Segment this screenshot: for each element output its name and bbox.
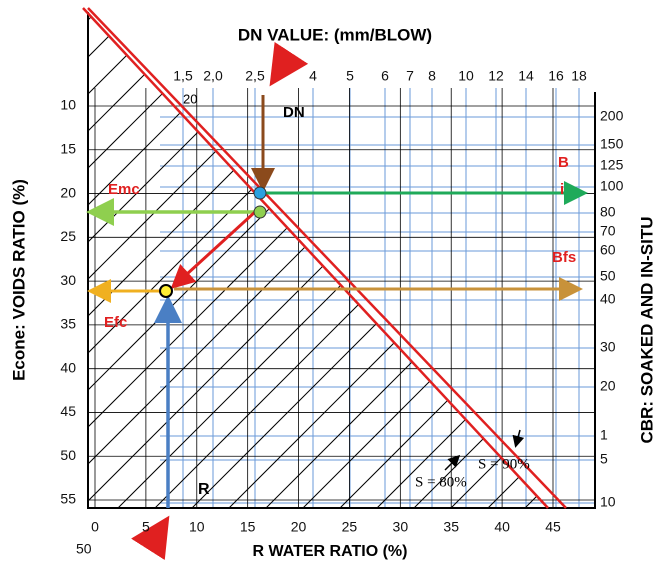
label: i [560,181,564,198]
axis-label: Econe: VOIDS RATIO (%) [9,179,28,381]
tick-label: 35 [60,316,76,332]
arrow [131,515,170,561]
tick-label: 16 [548,68,564,84]
tick-label: 6 [381,68,389,84]
tick-label: 100 [600,178,624,194]
hatch-line [88,12,397,508]
hatch-line [88,12,471,508]
tick-label: 50 [60,447,76,463]
tick-label: 18 [571,68,587,84]
tick-label: 0 [91,519,99,535]
arrow [170,210,257,290]
tick-label: 1,5 [173,68,193,84]
tick-label: 1 [600,427,608,443]
tick-label: 10 [189,519,205,535]
tick-label: 50 [600,268,616,284]
tick-label: 20 [183,91,197,106]
tick-label: 40 [60,359,76,375]
tick-label: 25 [60,228,76,244]
tick-label: 2,0 [203,68,223,84]
tick-label: 10 [60,97,76,113]
tick-label: 10 [600,494,616,510]
tick-label: 14 [518,68,534,84]
hatch-line [376,12,548,508]
label: B [558,154,569,171]
red-line [82,7,549,509]
tick-label: 12 [488,68,504,84]
tick-label: 45 [60,403,76,419]
tick-label: 40 [494,519,510,535]
tick-label: 30 [393,519,409,535]
tick-label: 20 [60,184,76,200]
frame [87,12,596,509]
tick-label: 30 [60,272,76,288]
tick-label: 2,5 [245,68,265,84]
tick-label: 80 [600,204,616,220]
arrow [512,429,525,448]
tick-label: 200 [600,108,624,124]
label: DN [283,104,305,121]
tick-label: 30 [600,339,616,355]
tick-label: 60 [600,242,616,258]
hatch-line [117,12,548,508]
tick-label: 20 [291,519,307,535]
tick-label: 125 [600,157,624,173]
tick-label: 45 [545,519,561,535]
hatch-line [88,12,212,508]
tick-label: 70 [600,223,616,239]
point [159,284,173,298]
hatch-line [88,12,286,508]
title: DN VALUE: (mm/BLOW) [238,25,432,44]
point [253,205,267,219]
tick-label: 25 [342,519,358,535]
hatch-line [302,12,548,508]
arrow [444,454,461,471]
label: S = 90% [478,456,530,472]
tick-label: 4 [309,68,317,84]
label: R [198,481,210,498]
tick-label: 150 [600,136,624,152]
label: Emc [108,181,140,198]
tick-label: 15 [60,140,76,156]
tick-label: 15 [240,519,256,535]
tick-label: 5 [142,519,150,535]
tick-label: 55 [60,491,76,507]
arrow [269,41,309,87]
label: S = 80% [415,474,467,490]
tick-label: 50 [76,541,92,557]
tick-label: 7 [406,68,414,84]
tick-label: 5 [346,68,354,84]
tick-label: 10 [458,68,474,84]
point [253,186,267,200]
tick-label: 8 [428,68,436,84]
tick-label: 35 [443,519,459,535]
tick-label: 20 [600,378,616,394]
red-line [87,7,567,509]
grid [88,88,595,508]
hatch-line [339,12,548,508]
tick-label: 5 [600,451,608,467]
label: Bfs [552,249,576,266]
hatch-line [88,12,548,508]
label: Efc [104,314,127,331]
axis-label: R WATER RATIO (%) [253,543,408,560]
tick-label: 40 [600,291,616,307]
axis-label: CBR: SOAKED AND IN-SITU [637,217,656,444]
hatch-line [88,12,175,508]
